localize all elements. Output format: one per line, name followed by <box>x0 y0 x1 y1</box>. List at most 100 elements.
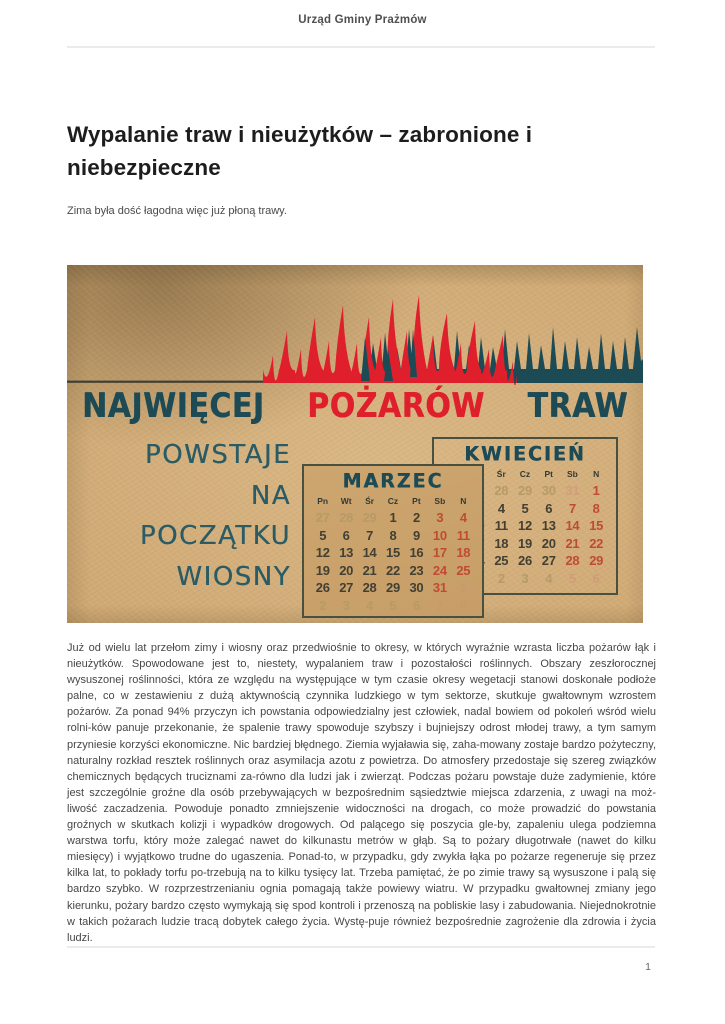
day-cell: 5 <box>568 570 576 586</box>
day-cell: 19 <box>315 562 330 578</box>
day-cell: 6 <box>342 527 350 543</box>
header-title: Urząd Gminy Prażmów <box>298 14 427 26</box>
day-cell: 22 <box>386 562 400 578</box>
header-divider <box>67 46 655 48</box>
slogan-line: POCZĄTKU <box>139 521 291 551</box>
day-cell: 14 <box>362 545 377 561</box>
day-cell: 23 <box>409 562 424 578</box>
day-cell: 13 <box>541 518 556 534</box>
article-lead: Zima była dość łagodna więc już płoną tr… <box>67 205 287 217</box>
day-cell: 31 <box>565 483 580 498</box>
day-cell: 4 <box>545 570 553 586</box>
day-cell: 10 <box>432 527 447 543</box>
headline-word: TRAW <box>527 387 628 427</box>
day-cell: 12 <box>518 518 532 534</box>
day-cell: 2 <box>412 510 420 525</box>
flames-icon <box>263 295 517 385</box>
day-cell: 2 <box>497 570 505 586</box>
day-cell: 8 <box>389 527 397 543</box>
poster-image: NAJWIĘCEJ POŻARÓW TRAW POWSTAJE NA POCZĄTKU W… <box>67 265 643 623</box>
day-cell: 14 <box>565 518 580 534</box>
day-cell: 22 <box>589 535 604 551</box>
day-cell: 7 <box>366 527 374 543</box>
day-cell: 29 <box>362 510 377 525</box>
day-cell: 29 <box>589 553 604 569</box>
calendar-march: MARZEC Pn Wt Śr Cz Pt Sb N 27 28 29 1 2 3 4 5 6 7 8 9 10 11 12… <box>302 464 484 618</box>
day-cell: 5 <box>389 597 397 613</box>
day-cell: 7 <box>568 500 576 516</box>
body-paragraph: Już od wielu lat przełom zimy i wiosny o… <box>67 642 656 944</box>
flames-and-grass-graphic <box>67 295 643 385</box>
day-cell: 24 <box>432 562 447 578</box>
calendar-title: KWIECIEŃ <box>464 442 586 466</box>
day-cell: 8 <box>459 597 467 613</box>
day-cell: 15 <box>589 518 604 534</box>
day-header: Pt <box>544 469 553 479</box>
day-cell: 26 <box>315 580 330 596</box>
day-cell: 13 <box>339 545 354 561</box>
day-cell: 9 <box>412 527 420 543</box>
day-cell: 7 <box>436 597 444 613</box>
day-cell: 3 <box>342 597 350 613</box>
day-header: Cz <box>519 469 531 479</box>
day-cell: 4 <box>459 510 467 525</box>
day-header: Pt <box>412 496 421 506</box>
day-cell: 5 <box>319 527 327 543</box>
day-header: Cz <box>387 496 399 506</box>
day-cell: 6 <box>545 500 553 516</box>
day-cell: 6 <box>592 570 600 586</box>
day-cell: 20 <box>541 535 556 551</box>
day-cell: 4 <box>497 500 505 516</box>
slogan-line: POWSTAJE <box>144 440 291 470</box>
day-cell: 25 <box>494 553 509 569</box>
day-cell: 21 <box>565 535 580 551</box>
day-cell: 30 <box>409 580 424 596</box>
footer-divider <box>67 946 655 948</box>
day-cell: 12 <box>315 545 330 561</box>
flame-shadow-slivers <box>361 329 417 381</box>
day-cell: 18 <box>494 535 509 551</box>
day-header: N <box>460 496 467 506</box>
day-cell: 27 <box>339 580 354 596</box>
calendar-grid: Pn Wt Śr Cz Pt Sb N 27 28 29 1 2 3 4 5 6 7 8 9 10 11 12 13 14 15… <box>311 494 475 615</box>
day-cell: 27 <box>541 553 556 569</box>
day-header: Pn <box>317 496 329 506</box>
day-cell: 20 <box>339 562 354 578</box>
day-cell: 31 <box>432 580 447 596</box>
day-cell: 15 <box>386 545 400 561</box>
day-cell: 1 <box>459 580 467 596</box>
day-cell: 28 <box>339 510 354 525</box>
day-cell: 6 <box>412 597 420 613</box>
day-header: Sb <box>434 496 446 506</box>
day-cell: 28 <box>494 483 509 498</box>
headline-word: NAJWIĘCEJ <box>82 387 265 427</box>
day-header: N <box>593 469 600 479</box>
day-cell: 19 <box>518 535 532 551</box>
day-cell: 26 <box>518 553 532 569</box>
slogan-line: NA <box>250 480 291 511</box>
day-cell: 2 <box>319 597 327 613</box>
day-header: Wt <box>340 496 352 506</box>
day-header: Sb <box>566 469 578 479</box>
day-cell: 27 <box>315 510 330 525</box>
day-cell: 11 <box>456 527 470 543</box>
day-cell: 29 <box>386 580 400 596</box>
slogan-line: WIOSNY <box>176 561 291 592</box>
day-cell: 18 <box>456 545 471 561</box>
day-cell: 5 <box>521 500 529 516</box>
day-cell: 25 <box>456 562 471 578</box>
day-cell: 11 <box>494 518 508 534</box>
day-cell: 3 <box>436 510 444 525</box>
day-cell: 17 <box>432 545 447 561</box>
day-cell: 1 <box>592 483 600 498</box>
day-cell: 29 <box>518 483 532 498</box>
poster-slogan: POWSTAJE NA POCZĄTKU WIOSNY <box>67 435 291 597</box>
article-title: Wypalanie traw i nieużytków – zabronione… <box>67 122 533 180</box>
day-cell: 3 <box>521 570 529 586</box>
day-cell: 1 <box>389 510 397 525</box>
day-cell: 28 <box>362 580 377 596</box>
day-cell: 30 <box>541 483 556 498</box>
day-cell: 28 <box>565 553 580 569</box>
day-cell: 4 <box>366 597 374 613</box>
